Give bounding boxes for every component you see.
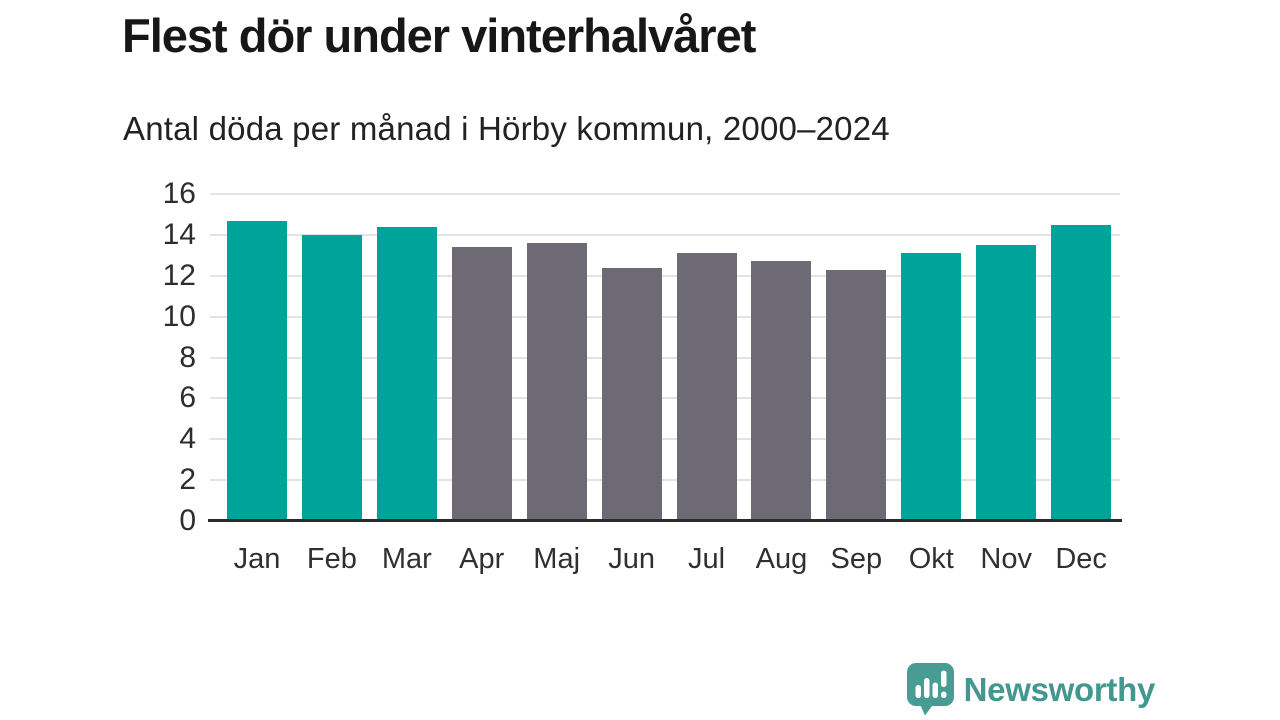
x-tick-label-jul: Jul [687, 543, 726, 575]
bar-nov [976, 245, 1037, 521]
y-tick-label-14: 14 [162, 217, 196, 251]
bar-apr [451, 247, 512, 521]
y-tick-label-0: 0 [179, 504, 196, 537]
bar-sep [826, 269, 887, 521]
gridline-y10 [210, 315, 1120, 318]
x-tick-label-dec: Dec [1055, 543, 1107, 575]
bar-feb [301, 234, 362, 521]
gridline-y14 [210, 233, 1120, 236]
x-tick-label-jan: Jan [233, 543, 281, 575]
bar-mar [376, 226, 437, 521]
gridline-y8 [210, 356, 1120, 359]
y-tick-label-4: 4 [179, 422, 196, 456]
y-tick-label-10: 10 [162, 299, 196, 333]
bar-maj [526, 243, 587, 521]
x-tick-label-aug: Aug [755, 543, 808, 575]
gridline-y4 [210, 438, 1120, 441]
gridline-y16 [210, 193, 1120, 195]
chart-subtitle: Antal döda per månad i Hörby kommun, 200… [123, 110, 890, 147]
x-tick-label-mar: Mar [381, 543, 432, 575]
gridline-y12 [210, 274, 1120, 277]
bar-okt [901, 253, 962, 521]
bar-chart-speech-bubble-icon [906, 663, 954, 716]
y-tick-label-12: 12 [162, 258, 196, 292]
x-tick-label-jun: Jun [608, 543, 655, 575]
brand-name: Newsworthy [963, 670, 1156, 708]
x-tick-label-apr: Apr [459, 543, 505, 575]
x-axis-line [208, 519, 1122, 522]
x-tick-label-maj: Maj [533, 543, 581, 575]
x-tick-label-okt: Okt [908, 543, 954, 575]
x-tick-label-sep: Sep [830, 543, 883, 575]
y-tick-label-2: 2 [179, 463, 196, 497]
gridline-y6 [210, 397, 1120, 400]
bar-jan [227, 220, 287, 521]
y-tick-label-6: 6 [179, 381, 196, 415]
bar-jul [676, 253, 737, 521]
x-tick-label-feb: Feb [306, 543, 357, 575]
plot-area [210, 193, 1120, 521]
bar-aug [751, 261, 812, 521]
newsworthy-logo: Newsworthy [906, 663, 1156, 716]
x-tick-label-nov: Nov [980, 543, 1032, 575]
chart-title: Flest dör under vinterhalvåret [122, 9, 756, 62]
gridline-y2 [210, 479, 1120, 482]
bar-jun [601, 267, 662, 521]
y-tick-label-16: 16 [162, 177, 196, 210]
y-tick-label-8: 8 [179, 340, 196, 374]
bar-dec [1051, 224, 1112, 521]
